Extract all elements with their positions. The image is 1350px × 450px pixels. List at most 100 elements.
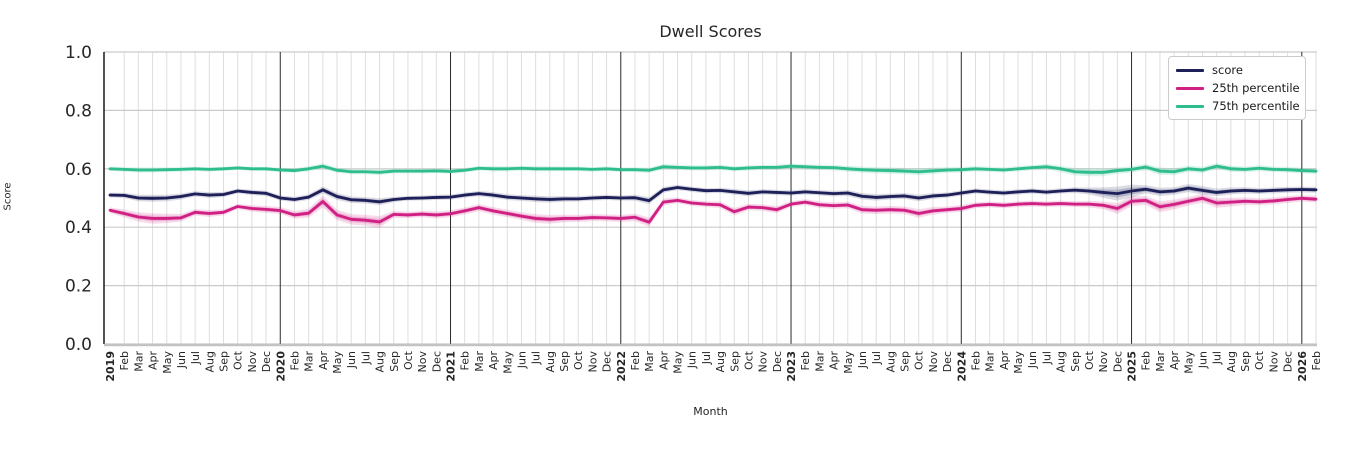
legend-swatch-25th-percentile — [1176, 86, 1204, 90]
x-tick-label: Dec — [771, 351, 784, 372]
x-tick-label: Oct — [742, 350, 755, 370]
band-25th-percentile — [110, 193, 1316, 228]
x-tick-label: Aug — [1225, 351, 1238, 372]
x-tick-label: Dec — [260, 351, 273, 372]
x-tick-label: 2020 — [274, 351, 287, 382]
y-tick-label: 0.0 — [65, 335, 92, 355]
x-tick-label: Mar — [303, 351, 316, 372]
x-tick-label: Sep — [899, 351, 912, 372]
band-score — [110, 183, 1316, 206]
x-tick-label: Mar — [1154, 351, 1167, 372]
x-tick-label: Nov — [1097, 351, 1110, 373]
x-tick-label: Jun — [175, 351, 188, 369]
x-tick-label: 2021 — [445, 351, 458, 382]
x-tick-label: Nov — [1267, 351, 1280, 373]
x-tick-label: Sep — [558, 351, 571, 372]
x-tick-label: 2019 — [104, 351, 117, 382]
x-tick-label: May — [331, 351, 344, 374]
legend-swatch-score — [1176, 68, 1204, 72]
x-tick-label: Aug — [884, 351, 897, 372]
x-axis-label: Month — [693, 405, 728, 418]
y-axis-label: Score — [2, 182, 14, 211]
x-tick-label: Apr — [657, 351, 670, 371]
x-tick-label: Oct — [232, 350, 245, 370]
x-tick-label: Apr — [487, 351, 500, 371]
x-tick-label: 2023 — [785, 351, 798, 382]
x-tick-label: Jun — [515, 351, 528, 369]
x-tick-label: 2022 — [615, 351, 628, 382]
x-tick-label: Apr — [828, 351, 841, 371]
x-tick-label: 2026 — [1296, 351, 1309, 382]
x-tick-label: Feb — [629, 351, 642, 370]
x-tick-label: Sep — [1069, 351, 1082, 372]
x-tick-label: Apr — [317, 351, 330, 371]
legend-label-score: score — [1212, 63, 1243, 77]
x-tick-label: Sep — [388, 351, 401, 372]
x-tick-label: Oct — [913, 350, 926, 370]
x-tick-label: May — [1012, 351, 1025, 374]
line-75th-percentile — [108, 164, 1318, 174]
x-tick-label: Feb — [799, 351, 812, 370]
x-tick-label: Sep — [218, 351, 231, 372]
legend: score 25th percentile 75th percentile — [1168, 56, 1306, 120]
x-tick-label: Jun — [1196, 351, 1209, 369]
x-tick-label: Dec — [601, 351, 614, 372]
x-tick-label: Mar — [813, 351, 826, 372]
y-tick-label: 0.6 — [65, 160, 92, 180]
x-tick-label: May — [501, 351, 514, 374]
y-tick-label: 0.8 — [65, 101, 92, 121]
x-tick-label: Mar — [473, 351, 486, 372]
x-tick-label: Nov — [757, 351, 770, 373]
x-tick-label: Dec — [430, 351, 443, 372]
x-tick-label: Nov — [927, 351, 940, 373]
y-tick-label: 0.2 — [65, 277, 92, 297]
x-tick-label: Dec — [1111, 351, 1124, 372]
chart-title: Dwell Scores — [659, 22, 762, 41]
line-25th-percentile — [108, 196, 1318, 224]
x-tick-label: Aug — [714, 351, 727, 372]
y-tick-label: 0.4 — [65, 218, 92, 238]
x-tick-label: Feb — [1140, 351, 1153, 370]
x-tick-label: Jul — [1211, 351, 1224, 365]
x-tick-label: Apr — [147, 351, 160, 371]
y-tick-label: 1.0 — [65, 43, 92, 63]
x-tick-label: Aug — [544, 351, 557, 372]
x-tick-label: Mar — [132, 351, 145, 372]
x-tick-label: Feb — [1310, 351, 1323, 370]
x-tick-label: Oct — [572, 350, 585, 370]
x-tick-label: May — [161, 351, 174, 374]
x-tick-label: Jun — [686, 351, 699, 369]
x-tick-label: Aug — [203, 351, 216, 372]
x-tick-label: Sep — [1239, 351, 1252, 372]
x-tick-label: Oct — [1083, 350, 1096, 370]
x-tick-label: Feb — [118, 351, 131, 370]
x-tick-label: Mar — [643, 351, 656, 372]
line-score — [108, 186, 1318, 204]
x-tick-label: Apr — [1168, 351, 1181, 371]
x-tick-label: Aug — [1055, 351, 1068, 372]
x-tick-label: Jul — [530, 351, 543, 365]
x-tick-label: May — [1182, 351, 1195, 374]
x-tick-label: Nov — [246, 351, 259, 373]
x-tick-label: Jul — [189, 351, 202, 365]
x-tick-label: Sep — [728, 351, 741, 372]
x-tick-label: Jul — [870, 351, 883, 365]
x-tick-label: 2024 — [955, 351, 968, 382]
legend-entry-25th-percentile: 25th percentile — [1176, 81, 1300, 95]
legend-label-75th-percentile: 75th percentile — [1212, 99, 1300, 113]
x-tick-label: Jun — [1026, 351, 1039, 369]
x-tick-label: Feb — [459, 351, 472, 370]
x-tick-label: Dec — [1282, 351, 1295, 372]
legend-entry-score: score — [1176, 63, 1297, 77]
x-tick-label: Jun — [856, 351, 869, 369]
x-tick-label: Dec — [941, 351, 954, 372]
x-tick-label: Nov — [586, 351, 599, 373]
x-tick-label: Oct — [1253, 350, 1266, 370]
x-tick-label: Mar — [984, 351, 997, 372]
x-tick-label: May — [672, 351, 685, 374]
x-tick-label: Jun — [345, 351, 358, 369]
x-tick-label: Apr — [998, 351, 1011, 371]
x-tick-label: Feb — [288, 351, 301, 370]
